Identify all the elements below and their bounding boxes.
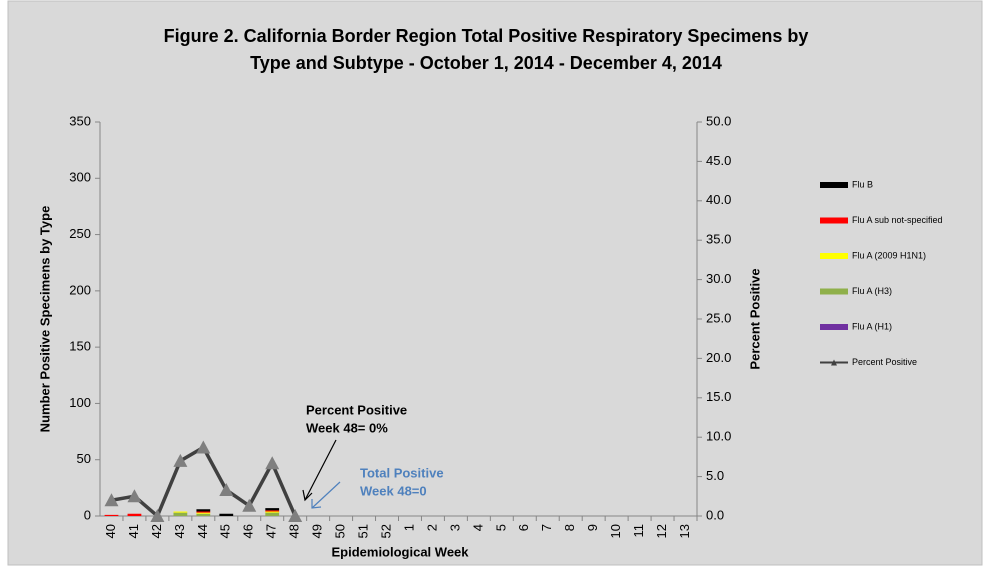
bar bbox=[265, 511, 280, 513]
bar bbox=[173, 512, 188, 516]
line-marker bbox=[173, 453, 188, 467]
x-tick-label: 5 bbox=[493, 524, 508, 531]
y2-tick-label: 35.0 bbox=[706, 232, 731, 247]
x-tick-label: 43 bbox=[172, 524, 187, 538]
x-tick-label: 12 bbox=[654, 524, 669, 538]
annotation-arrow bbox=[311, 481, 341, 509]
line-marker bbox=[104, 493, 119, 507]
line-marker bbox=[219, 482, 234, 496]
x-tick-label: 46 bbox=[241, 524, 256, 538]
annotation-arrow bbox=[304, 439, 337, 501]
legend-marker bbox=[820, 324, 848, 330]
y-tick-label: 250 bbox=[69, 226, 91, 241]
annotation-arrow-head bbox=[302, 489, 313, 502]
x-tick-label: 48 bbox=[287, 524, 302, 538]
y-tick-label: 100 bbox=[69, 395, 91, 410]
line-marker bbox=[150, 509, 165, 522]
x-tick-label: 49 bbox=[310, 524, 325, 538]
annotation: Week 48=0 bbox=[360, 483, 427, 498]
x-tick-label: 45 bbox=[218, 524, 233, 538]
legend-label: Flu A sub not-specified bbox=[852, 215, 943, 225]
annotation-arrow-head bbox=[311, 499, 322, 509]
bar bbox=[173, 511, 188, 513]
y-tick-label: 350 bbox=[69, 113, 91, 128]
bar bbox=[265, 512, 280, 516]
bar bbox=[196, 512, 211, 514]
annotation: Total Positive bbox=[360, 465, 444, 480]
legend-marker bbox=[820, 217, 848, 224]
annotation: Week 48= 0% bbox=[306, 420, 388, 435]
y2-tick-label: 10.0 bbox=[706, 429, 731, 444]
x-tick-label: 51 bbox=[355, 524, 370, 538]
y2-tick-label: 0.0 bbox=[706, 507, 724, 522]
y-tick-label: 50 bbox=[77, 451, 91, 466]
x-tick-label: 52 bbox=[378, 524, 393, 538]
x-tick-label: 42 bbox=[149, 524, 164, 538]
legend-label: Flu A (H1) bbox=[852, 321, 892, 331]
bar bbox=[219, 513, 234, 516]
bar bbox=[196, 511, 211, 513]
y-tick-label: 0 bbox=[84, 507, 91, 522]
y-axis-title: Number Positive Specimens by Type bbox=[37, 206, 52, 433]
line-marker bbox=[242, 498, 257, 512]
y2-axis-title: Percent Positive bbox=[747, 268, 762, 369]
legend-label: Percent Positive bbox=[852, 357, 917, 367]
bar bbox=[127, 513, 142, 516]
y2-tick-label: 45.0 bbox=[706, 153, 731, 168]
legend-marker bbox=[820, 182, 848, 188]
y2-tick-label: 40.0 bbox=[706, 192, 731, 207]
y-tick-label: 200 bbox=[69, 282, 91, 297]
chart-title: Type and Subtype - October 1, 2014 - Dec… bbox=[250, 53, 722, 73]
line-marker bbox=[265, 456, 280, 470]
x-tick-label: 4 bbox=[470, 524, 485, 531]
chart-title: Figure 2. California Border Region Total… bbox=[164, 26, 809, 46]
x-tick-label: 6 bbox=[516, 524, 531, 531]
bar bbox=[196, 513, 211, 516]
legend-marker bbox=[820, 288, 848, 295]
bar bbox=[265, 510, 280, 512]
x-tick-label: 10 bbox=[608, 524, 623, 538]
bar bbox=[104, 514, 119, 516]
legend-marker bbox=[820, 253, 848, 259]
y2-tick-label: 30.0 bbox=[706, 271, 731, 286]
x-tick-label: 47 bbox=[264, 524, 279, 538]
line-marker bbox=[288, 509, 303, 522]
x-tick-label: 3 bbox=[447, 524, 462, 531]
bar bbox=[196, 509, 211, 512]
x-tick-label: 44 bbox=[195, 524, 210, 538]
y-tick-label: 300 bbox=[69, 170, 91, 185]
legend-marker bbox=[831, 359, 837, 366]
x-tick-label: 11 bbox=[631, 524, 646, 538]
x-tick-label: 41 bbox=[126, 524, 141, 538]
x-tick-label: 7 bbox=[539, 524, 554, 531]
x-axis-title: Epidemiological Week bbox=[331, 544, 469, 559]
bar bbox=[265, 508, 280, 511]
legend-label: Flu A (2009 H1N1) bbox=[852, 250, 926, 260]
x-tick-label: 1 bbox=[401, 524, 416, 531]
x-tick-label: 40 bbox=[103, 524, 118, 538]
annotation: Percent Positive bbox=[306, 402, 407, 417]
legend-label: Flu B bbox=[852, 179, 873, 189]
y2-tick-label: 5.0 bbox=[706, 468, 724, 483]
x-tick-label: 50 bbox=[333, 524, 348, 538]
x-tick-label: 2 bbox=[424, 524, 439, 531]
y2-tick-label: 25.0 bbox=[706, 310, 731, 325]
line-marker bbox=[196, 440, 211, 454]
x-tick-label: 8 bbox=[562, 524, 577, 531]
y2-tick-label: 15.0 bbox=[706, 389, 731, 404]
x-tick-label: 13 bbox=[677, 524, 692, 538]
y2-tick-label: 50.0 bbox=[706, 113, 731, 128]
legend-label: Flu A (H3) bbox=[852, 286, 892, 296]
x-tick-label: 9 bbox=[585, 524, 600, 531]
y2-tick-label: 20.0 bbox=[706, 350, 731, 365]
line-marker bbox=[127, 489, 142, 503]
chart-background bbox=[7, 0, 983, 566]
y-tick-label: 150 bbox=[69, 339, 91, 354]
